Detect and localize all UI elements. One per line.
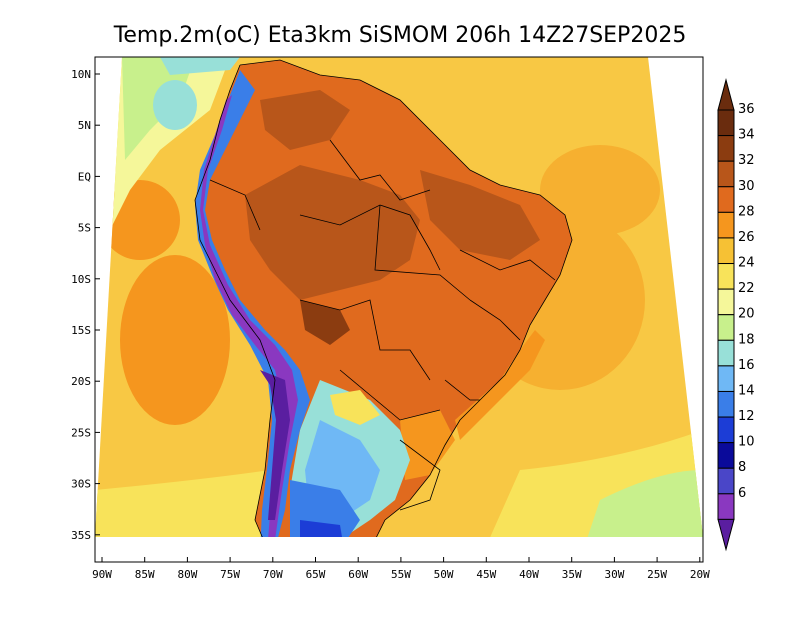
lon-tick-label: 20W: [690, 568, 710, 581]
amazon-hot-region: [245, 165, 420, 300]
map-title: Temp.2m(oC) Eta3km SiSMOM 206h 14Z27SEP2…: [113, 23, 687, 48]
nw-pacific-coldest: [153, 80, 197, 130]
lon-tick-label: 80W: [177, 568, 197, 581]
lon-tick-label: 35W: [562, 568, 582, 581]
colorbar-bottom-arrow: [717, 518, 735, 552]
lon-tick-label: 70W: [263, 568, 283, 581]
central-very-hot-patch: [300, 300, 350, 345]
colorbar-label: 26: [738, 230, 755, 245]
southeast-coast-warm: [455, 330, 545, 440]
lat-tick-label: 5S: [78, 222, 91, 235]
lon-tick-label: 90W: [92, 568, 112, 581]
country-borders: [194, 59, 573, 537]
lon-tick-label: 75W: [220, 568, 240, 581]
longitude-axis: 90W 85W 80W 75W 70W 65W 60W 55W 50W 45W 40W 35W 30W 2…: [92, 557, 710, 581]
colorbar-swatch: [717, 135, 735, 162]
colorbar-swatch: [717, 263, 735, 290]
central-america-cool: [160, 57, 240, 75]
colorbar-swatch: [717, 211, 735, 239]
lon-tick-label: 45W: [476, 568, 496, 581]
temperature-field: [95, 57, 703, 537]
lat-tick-label: 25S: [71, 426, 91, 439]
colorbar-swatch: [717, 288, 735, 316]
lon-tick-label: 40W: [519, 568, 539, 581]
lat-tick-label: EQ: [78, 170, 91, 183]
colorbar-label: 12: [738, 409, 755, 424]
colorbar-label: 16: [738, 358, 755, 373]
colorbar-label: 8: [738, 460, 746, 475]
south-brazil-warm: [400, 410, 455, 480]
colorbar-label: 14: [738, 383, 755, 398]
lat-tick-label: 10S: [71, 273, 91, 286]
patagonia-coldest: [300, 520, 345, 537]
chaco-transition: [330, 390, 380, 425]
atlantic-cold-band: [580, 470, 703, 537]
colorbar-swatch: [717, 493, 735, 520]
latitude-axis: 10N 5N EQ 5S 10S 15S 20S 25S 30S 35S: [71, 68, 100, 542]
lon-tick-label: 25W: [647, 568, 667, 581]
colorbar-swatch: [717, 160, 735, 188]
venezuela-hot-region: [260, 90, 350, 150]
lat-tick-label: 20S: [71, 375, 91, 388]
colorbar-label: 10: [738, 435, 755, 450]
colorbar-label: 18: [738, 332, 755, 347]
colorbar-label: 28: [738, 204, 755, 219]
lat-tick-label: 35S: [71, 529, 91, 542]
colorbar-swatch: [717, 109, 735, 137]
lon-tick-label: 85W: [135, 568, 155, 581]
lon-tick-label: 30W: [604, 568, 624, 581]
lon-tick-label: 50W: [434, 568, 454, 581]
lat-tick-label: 5N: [78, 119, 91, 132]
caribbean-band: [230, 57, 648, 80]
colorbar-swatch: [717, 314, 735, 341]
andes-altiplano-coldest: [260, 370, 290, 520]
colorbar-label: 36: [738, 102, 755, 117]
lon-tick-label: 60W: [348, 568, 368, 581]
lat-tick-label: 15S: [71, 324, 91, 337]
colorbar-swatch: [717, 390, 735, 418]
colorbar-label: 30: [738, 179, 755, 194]
colorbar-label: 6: [738, 486, 746, 501]
map-border: [94, 56, 704, 563]
colorbar-swatch: [717, 237, 735, 265]
colorbar-label: 32: [738, 153, 755, 168]
lon-tick-label: 55W: [391, 568, 411, 581]
colorbar: 36 34 32 30 28 26 24 22 20 18 16 14 12 10 8 6: [717, 78, 755, 552]
lat-tick-label: 10N: [71, 68, 91, 81]
colorbar-swatch: [717, 442, 735, 469]
colorbar-swatch: [717, 186, 735, 213]
colorbar-label: 22: [738, 281, 755, 296]
colorbar-swatch: [717, 416, 735, 444]
colorbar-label: 20: [738, 307, 755, 322]
colorbar-swatch: [717, 467, 735, 495]
colorbar-top-arrow: [717, 78, 735, 111]
colorbar-label: 24: [738, 256, 755, 271]
lat-tick-label: 30S: [71, 478, 91, 491]
atlantic-warm-patch-north: [540, 145, 660, 235]
colorbar-swatch: [717, 339, 735, 367]
northeast-hot-region: [420, 170, 540, 260]
lon-tick-label: 65W: [306, 568, 326, 581]
pacific-warm-patch: [120, 255, 230, 425]
pacific-cool-band: [95, 470, 270, 537]
colorbar-label: 34: [738, 128, 755, 143]
colorbar-swatch: [717, 365, 735, 392]
